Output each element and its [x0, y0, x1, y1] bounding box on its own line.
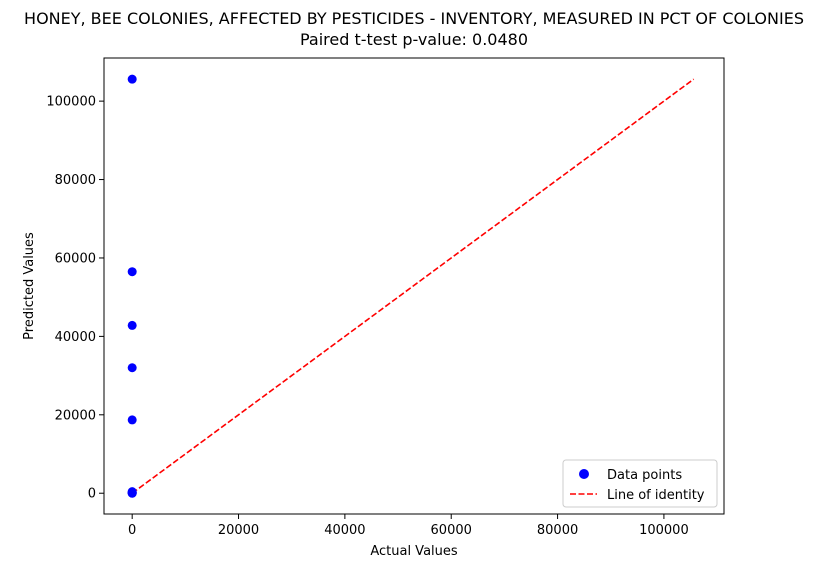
legend-label-line-of-identity: Line of identity [607, 488, 705, 503]
plot-area [127, 74, 695, 498]
y-tick-label: 0 [88, 487, 96, 502]
x-axis: 0 20000 40000 60000 80000 100000 [128, 514, 689, 538]
data-point-4 [127, 415, 137, 425]
y-tick-label: 60000 [55, 251, 96, 266]
y-tick-label: 40000 [55, 330, 96, 345]
data-point-2 [127, 320, 137, 330]
x-tick-label: 80000 [537, 523, 578, 538]
x-tick-label: 40000 [324, 523, 365, 538]
chart-subtitle: Paired t-test p-value: 0.0480 [300, 30, 528, 49]
x-tick-label: 20000 [218, 523, 259, 538]
legend-box [562, 459, 718, 508]
y-axis: 0 20000 40000 60000 80000 100000 [46, 95, 104, 502]
y-tick-label: 100000 [46, 95, 96, 110]
y-tick-label: 20000 [55, 408, 96, 423]
data-point-0 [127, 74, 137, 84]
chart-title: HONEY, BEE COLONIES, AFFECTED BY PESTICI… [24, 9, 804, 28]
data-point-10 [127, 488, 137, 498]
x-tick-label: 60000 [431, 523, 472, 538]
legend-marker-data-points [579, 469, 589, 479]
y-tick-label: 80000 [55, 173, 96, 188]
x-tick-label: 0 [128, 523, 136, 538]
y-axis-label: Predicted Values [22, 232, 37, 340]
legend-label-data-points: Data points [607, 468, 682, 483]
legend: Data points Line of identity [562, 459, 718, 508]
data-point-3 [127, 363, 137, 373]
x-tick-label: 100000 [639, 523, 689, 538]
line-of-identity [131, 78, 695, 494]
data-point-1 [127, 267, 137, 277]
x-axis-label: Actual Values [370, 544, 458, 559]
axes-frame [103, 57, 725, 515]
